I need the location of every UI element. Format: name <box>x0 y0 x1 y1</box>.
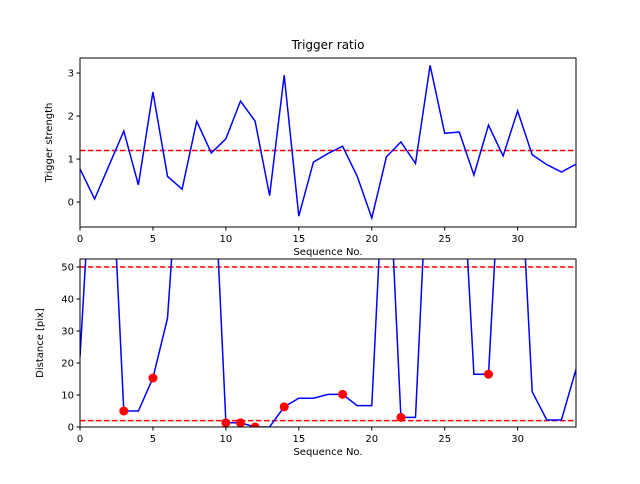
plot-area <box>80 259 576 427</box>
x-tick-label: 15 <box>292 234 305 245</box>
y-tick-label: 0 <box>68 423 74 434</box>
y-tick-label: 2 <box>68 112 74 123</box>
x-tick-label: 5 <box>150 234 156 245</box>
x-tick-label: 0 <box>77 234 83 245</box>
plot-marks <box>80 259 576 427</box>
subplot-0: 0 5 10 15 20 25 30 0 1 2 3 Sequence No. Trigger stre… <box>44 38 577 258</box>
y-tick-label: 40 <box>61 295 74 306</box>
x-tick-label: 20 <box>365 234 378 245</box>
axes-frame <box>79 258 577 428</box>
x-tick-label: 30 <box>511 234 524 245</box>
y-axis-label: Trigger strength <box>44 103 55 184</box>
x-tick-label: 5 <box>150 434 156 445</box>
x-tick-label: 20 <box>365 434 378 445</box>
data-point-marker <box>148 373 158 383</box>
data-point-marker <box>221 418 231 427</box>
y-tick-label: 1 <box>68 155 74 166</box>
x-tick-label: 10 <box>220 434 233 445</box>
y-tick-label: 0 <box>68 198 74 209</box>
plot-area <box>80 58 576 227</box>
series-line <box>80 65 576 221</box>
x-tick-label: 30 <box>511 434 524 445</box>
x-axis-label: Sequence No. <box>293 247 362 258</box>
data-point-marker <box>483 369 493 379</box>
data-point-marker <box>279 402 289 412</box>
subplot-1: 0 5 10 15 20 25 30 0 10 20 30 40 50 Sequence No. Dista… <box>35 258 577 458</box>
data-point-marker <box>338 389 348 399</box>
data-point-marker <box>396 412 406 422</box>
data-point-marker <box>250 422 260 427</box>
x-axis-label: Sequence No. <box>293 447 362 458</box>
x-tick-label: 25 <box>438 434 451 445</box>
x-tick-label: 25 <box>438 234 451 245</box>
x-tick-label: 15 <box>292 434 305 445</box>
series-line <box>80 259 576 427</box>
axes-frame <box>79 57 577 228</box>
plot-marks <box>80 65 576 221</box>
chart-title: Trigger ratio <box>291 38 365 52</box>
x-tick-label: 0 <box>77 434 83 445</box>
y-tick-label: 30 <box>61 327 74 338</box>
y-tick-label: 50 <box>61 263 74 274</box>
y-tick-label: 20 <box>61 359 74 370</box>
y-axis-label: Distance [pix] <box>35 308 46 378</box>
y-tick-label: 10 <box>61 391 74 402</box>
data-point-marker <box>235 418 245 427</box>
x-tick-label: 10 <box>220 234 233 245</box>
data-point-marker <box>119 406 129 416</box>
y-tick-label: 3 <box>68 69 74 80</box>
